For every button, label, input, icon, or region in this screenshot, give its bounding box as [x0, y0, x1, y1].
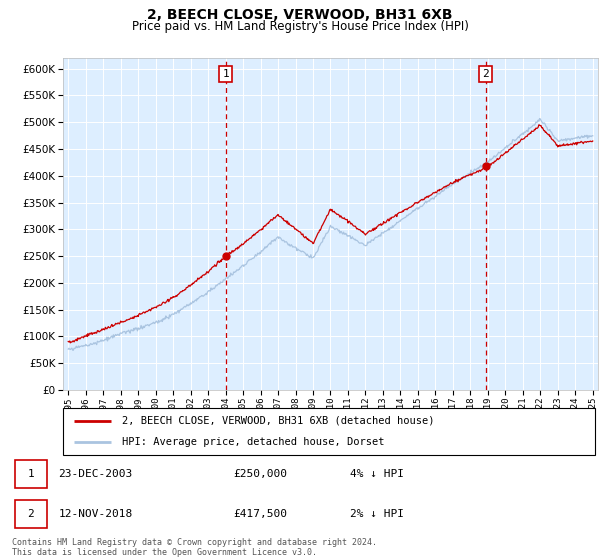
Text: 2: 2	[482, 69, 489, 79]
Text: 2, BEECH CLOSE, VERWOOD, BH31 6XB: 2, BEECH CLOSE, VERWOOD, BH31 6XB	[147, 8, 453, 22]
Text: 1: 1	[28, 469, 34, 479]
FancyBboxPatch shape	[15, 501, 47, 528]
FancyBboxPatch shape	[63, 408, 595, 455]
FancyBboxPatch shape	[15, 460, 47, 488]
Text: 4% ↓ HPI: 4% ↓ HPI	[350, 469, 404, 479]
Text: 2, BEECH CLOSE, VERWOOD, BH31 6XB (detached house): 2, BEECH CLOSE, VERWOOD, BH31 6XB (detac…	[122, 416, 434, 426]
Text: 1: 1	[222, 69, 229, 79]
Text: 12-NOV-2018: 12-NOV-2018	[59, 509, 133, 519]
Text: 2% ↓ HPI: 2% ↓ HPI	[350, 509, 404, 519]
Text: HPI: Average price, detached house, Dorset: HPI: Average price, detached house, Dors…	[122, 437, 384, 447]
Text: 23-DEC-2003: 23-DEC-2003	[59, 469, 133, 479]
Text: Contains HM Land Registry data © Crown copyright and database right 2024.
This d: Contains HM Land Registry data © Crown c…	[12, 538, 377, 557]
Text: Price paid vs. HM Land Registry's House Price Index (HPI): Price paid vs. HM Land Registry's House …	[131, 20, 469, 33]
Text: £417,500: £417,500	[233, 509, 287, 519]
Text: £250,000: £250,000	[233, 469, 287, 479]
Text: 2: 2	[28, 509, 34, 519]
